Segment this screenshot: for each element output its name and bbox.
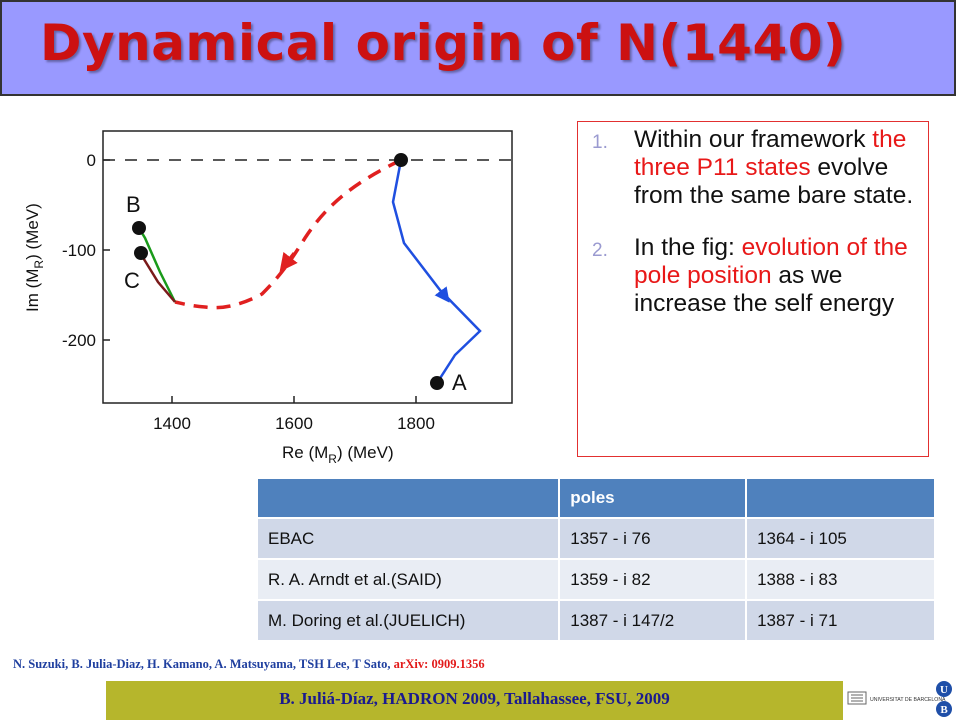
note-highlight: the three P11 states <box>634 126 907 181</box>
x-ticks <box>171 396 417 403</box>
note-number: 1. <box>592 132 608 153</box>
table-cell: R. A. Arndt et al.(SAID) <box>258 559 561 601</box>
point-a-marker <box>430 376 444 390</box>
logo-letter: U <box>940 684 948 696</box>
poles-table: poles EBAC 1357 - i 76 1364 - i 105 R. A… <box>258 479 936 642</box>
pole-trajectory-plot: 1400 1600 1800 0 -100 -200 Re (MR) (MeV)… <box>23 130 513 466</box>
table-header-cell <box>746 479 936 519</box>
table-row: M. Doring et al.(JUELICH) 1387 - i 147/2… <box>258 600 936 642</box>
table-cell: 1359 - i 82 <box>559 559 748 601</box>
x-tick-label: 1400 <box>153 414 191 433</box>
x-tick-label: 1800 <box>397 414 435 433</box>
logo-text: UNIVERSITAT DE BARCELONA <box>870 697 946 703</box>
plot-frame <box>102 130 513 404</box>
note-text: as we increase the self energy <box>634 262 895 317</box>
note-text: evolve from the same bare state. <box>634 154 914 209</box>
y-tick-label: -100 <box>62 241 96 260</box>
note-text: In the fig: <box>634 234 742 261</box>
table-header-row: poles <box>258 479 936 519</box>
footer-bar: B. Juliá-Díaz, HADRON 2009, Tallahassee,… <box>106 681 843 720</box>
slide-title: Dynamical origin of N(1440) <box>40 14 847 72</box>
note-number: 2. <box>592 240 608 261</box>
note-item: 1. Within our framework the three P11 st… <box>592 126 918 210</box>
point-a-label: A <box>452 370 467 395</box>
title-bar: Dynamical origin of N(1440) <box>0 0 956 96</box>
point-c-marker <box>134 246 148 260</box>
green-trajectory-curve <box>137 227 177 303</box>
red-direction-arrow <box>279 251 298 272</box>
blue-trajectory-curve <box>391 159 482 384</box>
table-cell: 1357 - i 76 <box>559 518 748 560</box>
x-axis-label: Re (MR) (MeV) <box>282 443 394 466</box>
table-cell: M. Doring et al.(JUELICH) <box>258 600 561 642</box>
start-point-marker <box>394 153 408 167</box>
table-cell: 1387 - i 147/2 <box>559 600 748 642</box>
blue-direction-arrow <box>434 286 450 303</box>
y-axis-label: Im (MR) (MeV) <box>23 203 46 312</box>
logo-letter: B <box>940 704 948 716</box>
citation-authors: N. Suzuki, B. Julia-Diaz, H. Kamano, A. … <box>13 657 394 671</box>
table-cell: 1364 - i 105 <box>746 518 936 560</box>
note-item: 2. In the fig: evolution of the pole pos… <box>592 234 918 318</box>
table-row: EBAC 1357 - i 76 1364 - i 105 <box>258 518 936 560</box>
citation-arxiv: arXiv: 0909.1356 <box>393 657 485 671</box>
table-header-cell: poles <box>559 479 748 519</box>
table-cell: EBAC <box>258 518 561 560</box>
citation-line: N. Suzuki, B. Julia-Diaz, H. Kamano, A. … <box>13 657 485 672</box>
darkred-trajectory-curve <box>140 255 176 303</box>
x-tick-label: 1600 <box>275 414 313 433</box>
notes-list: 1. Within our framework the three P11 st… <box>592 126 918 318</box>
university-logo: UNIVERSITAT DE BARCELONA U B <box>847 681 952 717</box>
point-b-label: B <box>126 192 141 217</box>
red-trajectory-curve <box>174 158 402 310</box>
note-highlight: evolution of the pole position <box>634 234 908 289</box>
note-text: Within our framework <box>634 126 873 153</box>
point-c-label: C <box>124 268 140 293</box>
table-row: R. A. Arndt et al.(SAID) 1359 - i 82 138… <box>258 559 936 601</box>
notes-box: 1. Within our framework the three P11 st… <box>577 121 929 457</box>
footer-text: B. Juliá-Díaz, HADRON 2009, Tallahassee,… <box>279 689 670 708</box>
y-ticks <box>103 159 110 341</box>
table-cell: 1388 - i 83 <box>746 559 936 601</box>
point-b-marker <box>132 221 146 235</box>
table-cell: 1387 - i 71 <box>746 600 936 642</box>
table-header-cell <box>258 479 561 519</box>
y-tick-label: -200 <box>62 331 96 350</box>
y-tick-label: 0 <box>87 151 96 170</box>
